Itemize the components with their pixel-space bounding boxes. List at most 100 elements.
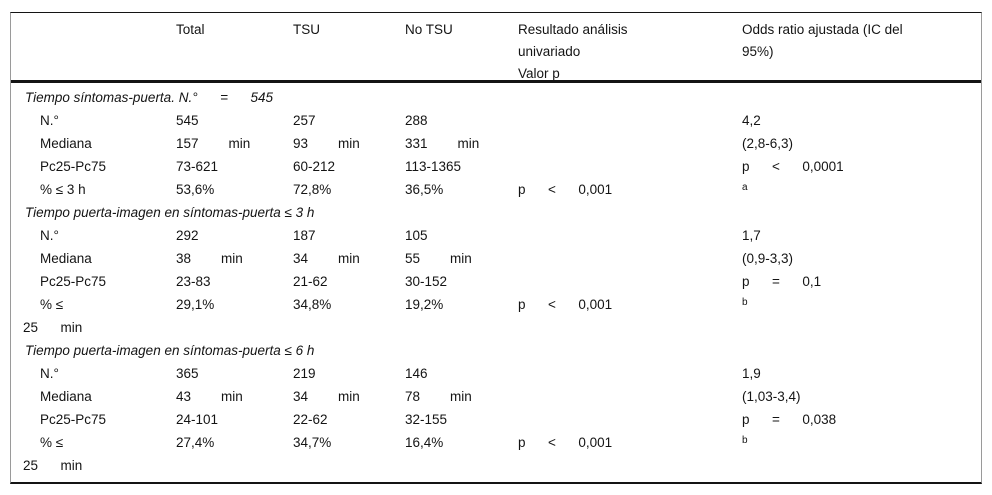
row-label-text: % ≤ [40, 435, 64, 450]
cell-total: 53,6% [176, 182, 215, 197]
table-row: Mediana 38 min 34 min 55 min (0,9-3,3) [11, 247, 981, 270]
cell-no-tsu: 30-152 [405, 274, 448, 289]
cell-odds-ratio: (1,03-3,4) [742, 389, 801, 404]
cell-no-tsu: 146 [405, 366, 428, 381]
footnote-marker: a [742, 182, 748, 193]
row-label: Mediana [11, 247, 176, 270]
cell-tsu: 34 min [293, 251, 360, 266]
header-cell-rowlabels [11, 19, 176, 85]
header-cell-tsu: TSU [293, 22, 320, 37]
cell-valor-p: p < 0,001 [518, 182, 613, 197]
row-label-text: % ≤ [40, 297, 64, 312]
header-cell-no-tsu: No TSU [405, 22, 453, 37]
row-label: Pc25-Pc75 [11, 270, 176, 293]
cell-total: 38 min [176, 251, 243, 266]
cell-odds-ratio: p < 0,0001 [742, 159, 844, 174]
cell-tsu: 219 [293, 366, 316, 381]
header-cell-odds-ratio: Odds ratio ajustada (IC del 95%) [742, 22, 903, 59]
row-label: N.° [11, 109, 176, 132]
row-label-text: % ≤ 3 h [40, 182, 86, 197]
footnote-marker: b [742, 297, 748, 308]
cell-tsu: 60-212 [293, 159, 336, 174]
table-body: Tiempo síntomas-puerta. N.° = 545 N.° 545 2… [11, 83, 981, 482]
section-title: Tiempo síntomas-puerta. N.° = 545 [25, 90, 274, 105]
cell-odds-ratio: p = 0,038 [742, 412, 837, 427]
cell-no-tsu: 19,2% [405, 297, 444, 312]
cell-odds-ratio: (2,8-6,3) [742, 136, 794, 151]
cell-tsu: 21-62 [293, 274, 328, 289]
cell-total: 73-621 [176, 159, 219, 174]
row-label: % ≤ 25 min [11, 431, 176, 477]
cell-odds-ratio: p = 0,1 [742, 274, 822, 289]
section-title: Tiempo puerta-imagen en síntomas-puerta … [25, 343, 315, 358]
cell-tsu: 72,8% [293, 182, 332, 197]
footnote-marker: b [742, 435, 748, 446]
cell-tsu: 34 min [293, 389, 360, 404]
cell-tsu: 257 [293, 113, 316, 128]
cell-no-tsu: 36,5% [405, 182, 444, 197]
cell-tsu: 34,8% [293, 297, 332, 312]
cell-total: 43 min [176, 389, 243, 404]
section-title: Tiempo puerta-imagen en síntomas-puerta … [25, 205, 315, 220]
statistics-table: Total TSU No TSU Resultado análisis univ… [10, 12, 982, 484]
table-row: N.° 292 187 105 1,7 [11, 224, 981, 247]
row-label-text: N.° [40, 366, 59, 381]
table-row: % ≤ 25 min 27,4% 34,7% 16,4% p < 0,001 b [11, 431, 981, 477]
row-label: Pc25-Pc75 [11, 155, 176, 178]
table-row: Pc25-Pc75 24-101 22-62 32-155 p = 0,038 [11, 408, 981, 431]
cell-odds-ratio: (0,9-3,3) [742, 251, 794, 266]
row-label: Mediana [11, 132, 176, 155]
cell-odds-ratio: 4,2 [742, 113, 761, 128]
cell-odds-ratio: 1,7 [742, 228, 761, 243]
row-label-wrap-line: 25 min [23, 458, 83, 473]
cell-total: 157 min [176, 136, 251, 151]
row-label: Mediana [11, 385, 176, 408]
cell-no-tsu: 16,4% [405, 435, 444, 450]
row-label: % ≤ 25 min [11, 293, 176, 339]
row-label-wrap-line: 25 min [23, 320, 83, 335]
cell-tsu: 187 [293, 228, 316, 243]
cell-total: 23-83 [176, 274, 211, 289]
cell-odds-ratio: 1,9 [742, 366, 761, 381]
cell-total: 292 [176, 228, 199, 243]
header-cell-valor-p: Resultado análisis univariado Valor p [518, 22, 628, 81]
row-label: N.° [11, 224, 176, 247]
cell-total: 365 [176, 366, 199, 381]
cell-no-tsu: 55 min [405, 251, 472, 266]
row-label-text: Pc25-Pc75 [40, 412, 107, 427]
table-row: % ≤ 3 h 53,6% 72,8% 36,5% p < 0,001 a [11, 178, 981, 201]
row-label-text: Mediana [40, 136, 92, 151]
row-label-text: Mediana [40, 389, 92, 404]
table-row: % ≤ 25 min 29,1% 34,8% 19,2% p < 0,001 b [11, 293, 981, 339]
cell-total: 545 [176, 113, 199, 128]
row-label: Pc25-Pc75 [11, 408, 176, 431]
cell-total: 29,1% [176, 297, 215, 312]
cell-total: 27,4% [176, 435, 215, 450]
cell-total: 24-101 [176, 412, 219, 427]
table-row: Pc25-Pc75 23-83 21-62 30-152 p = 0,1 [11, 270, 981, 293]
cell-no-tsu: 32-155 [405, 412, 448, 427]
cell-valor-p: p < 0,001 [518, 435, 613, 450]
cell-no-tsu: 331 min [405, 136, 480, 151]
cell-no-tsu: 288 [405, 113, 428, 128]
cell-valor-p: p < 0,001 [518, 297, 613, 312]
row-label: % ≤ 3 h [11, 178, 176, 201]
row-label-text: N.° [40, 228, 59, 243]
row-label-text: Mediana [40, 251, 92, 266]
row-label-text: N.° [40, 113, 59, 128]
row-label-text: Pc25-Pc75 [40, 274, 107, 289]
header-cell-total: Total [176, 22, 205, 37]
cell-no-tsu: 78 min [405, 389, 472, 404]
table-row: Pc25-Pc75 73-621 60-212 113-1365 p < 0,0001 [11, 155, 981, 178]
table-row: N.° 365 219 146 1,9 [11, 362, 981, 385]
cell-tsu: 22-62 [293, 412, 328, 427]
cell-no-tsu: 113-1365 [405, 159, 462, 174]
table-row: Mediana 43 min 34 min 78 min (1,03-3,4) [11, 385, 981, 408]
table-row: N.° 545 257 288 4,2 [11, 109, 981, 132]
row-label: N.° [11, 362, 176, 385]
table-row: Mediana 157 min 93 min 331 min (2,8-6,3) [11, 132, 981, 155]
row-label-text: Pc25-Pc75 [40, 159, 107, 174]
cell-tsu: 34,7% [293, 435, 332, 450]
table-header-row: Total TSU No TSU Resultado análisis univ… [11, 13, 981, 83]
